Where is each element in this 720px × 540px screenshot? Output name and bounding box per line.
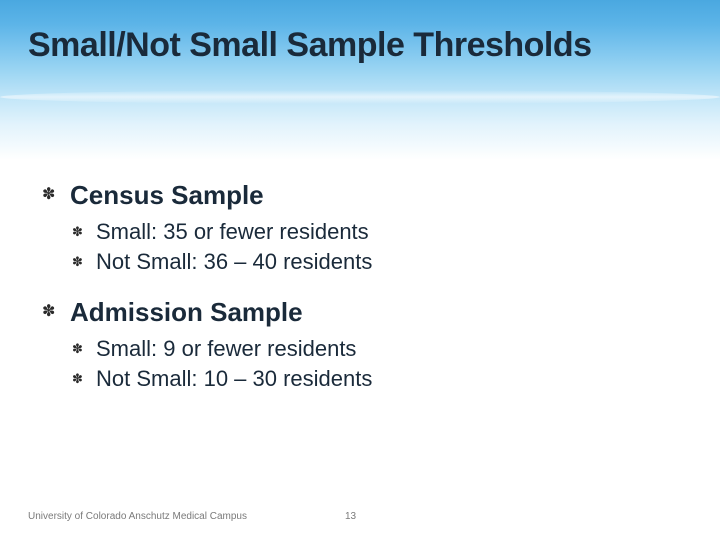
header-band (0, 0, 720, 160)
list-item: Small: 35 or fewer residents (96, 219, 680, 245)
section-heading: Admission Sample (70, 297, 680, 328)
slide-title: Small/Not Small Sample Thresholds (28, 26, 692, 65)
section-heading: Census Sample (70, 180, 680, 211)
list-item: Not Small: 10 – 30 residents (96, 366, 680, 392)
list-item: Small: 9 or fewer residents (96, 336, 680, 362)
list-item: Not Small: 36 – 40 residents (96, 249, 680, 275)
slide: Small/Not Small Sample Thresholds Census… (0, 0, 720, 540)
footer-page-number: 13 (345, 511, 356, 522)
footer-org: University of Colorado Anschutz Medical … (28, 511, 247, 522)
content-area: Census Sample Small: 35 or fewer residen… (70, 180, 680, 396)
